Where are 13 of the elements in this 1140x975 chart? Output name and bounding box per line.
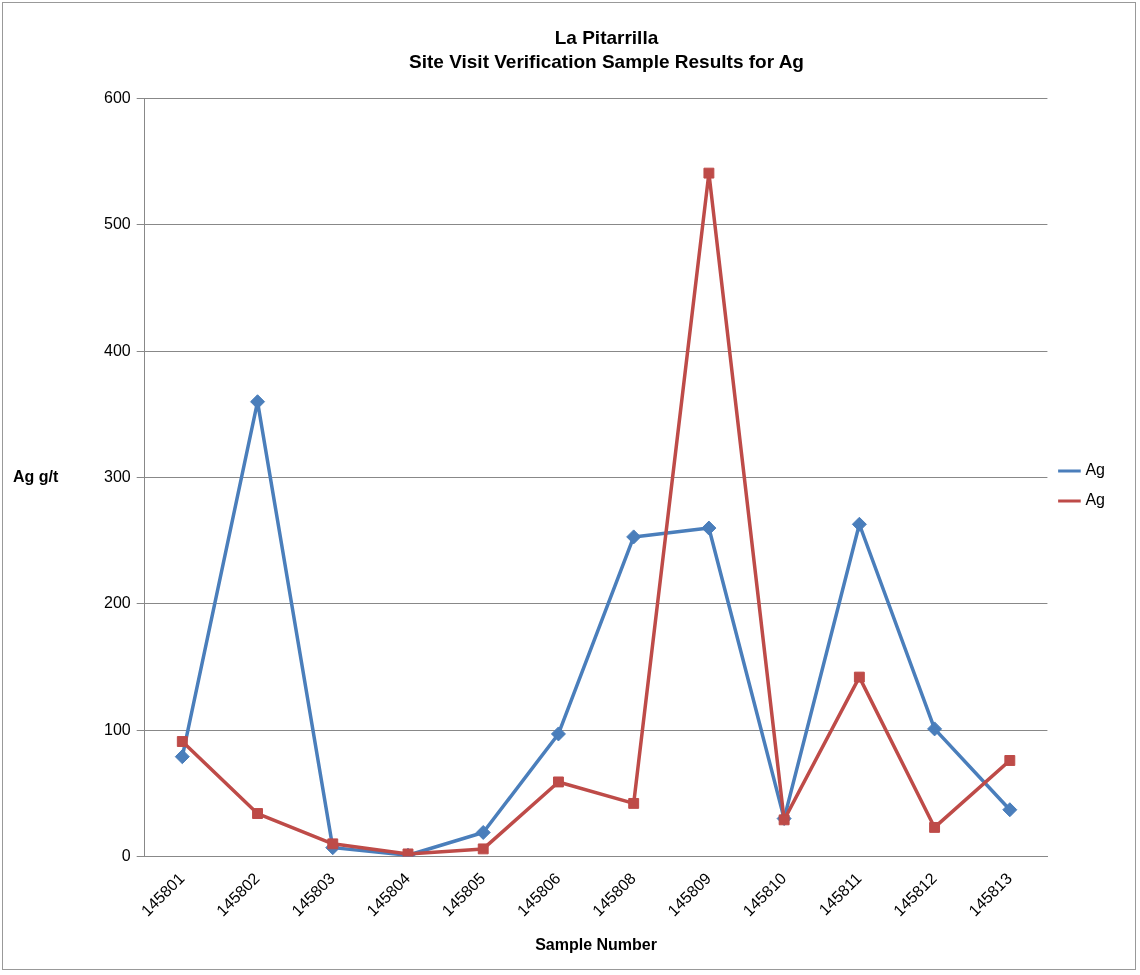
y-axis-title: Ag g/t [13, 467, 59, 485]
y-tick-label: 100 [103, 720, 131, 738]
y-tick-label: 500 [103, 215, 131, 233]
y-tick-label: 400 [103, 341, 131, 359]
y-tick-label: 200 [103, 594, 131, 612]
y-tick-label: 300 [103, 467, 131, 485]
legend-label: Ag [1085, 491, 1106, 509]
y-tick-label: 0 [121, 846, 131, 864]
chart-subtitle: Site Visit Verification Sample Results for Ag [409, 51, 804, 73]
y-tick-label: 600 [103, 89, 131, 107]
legend-label: Ag [1085, 461, 1106, 479]
chart-title: La Pitarrilla [554, 26, 659, 48]
x-axis-title: Sample Number [535, 935, 657, 953]
